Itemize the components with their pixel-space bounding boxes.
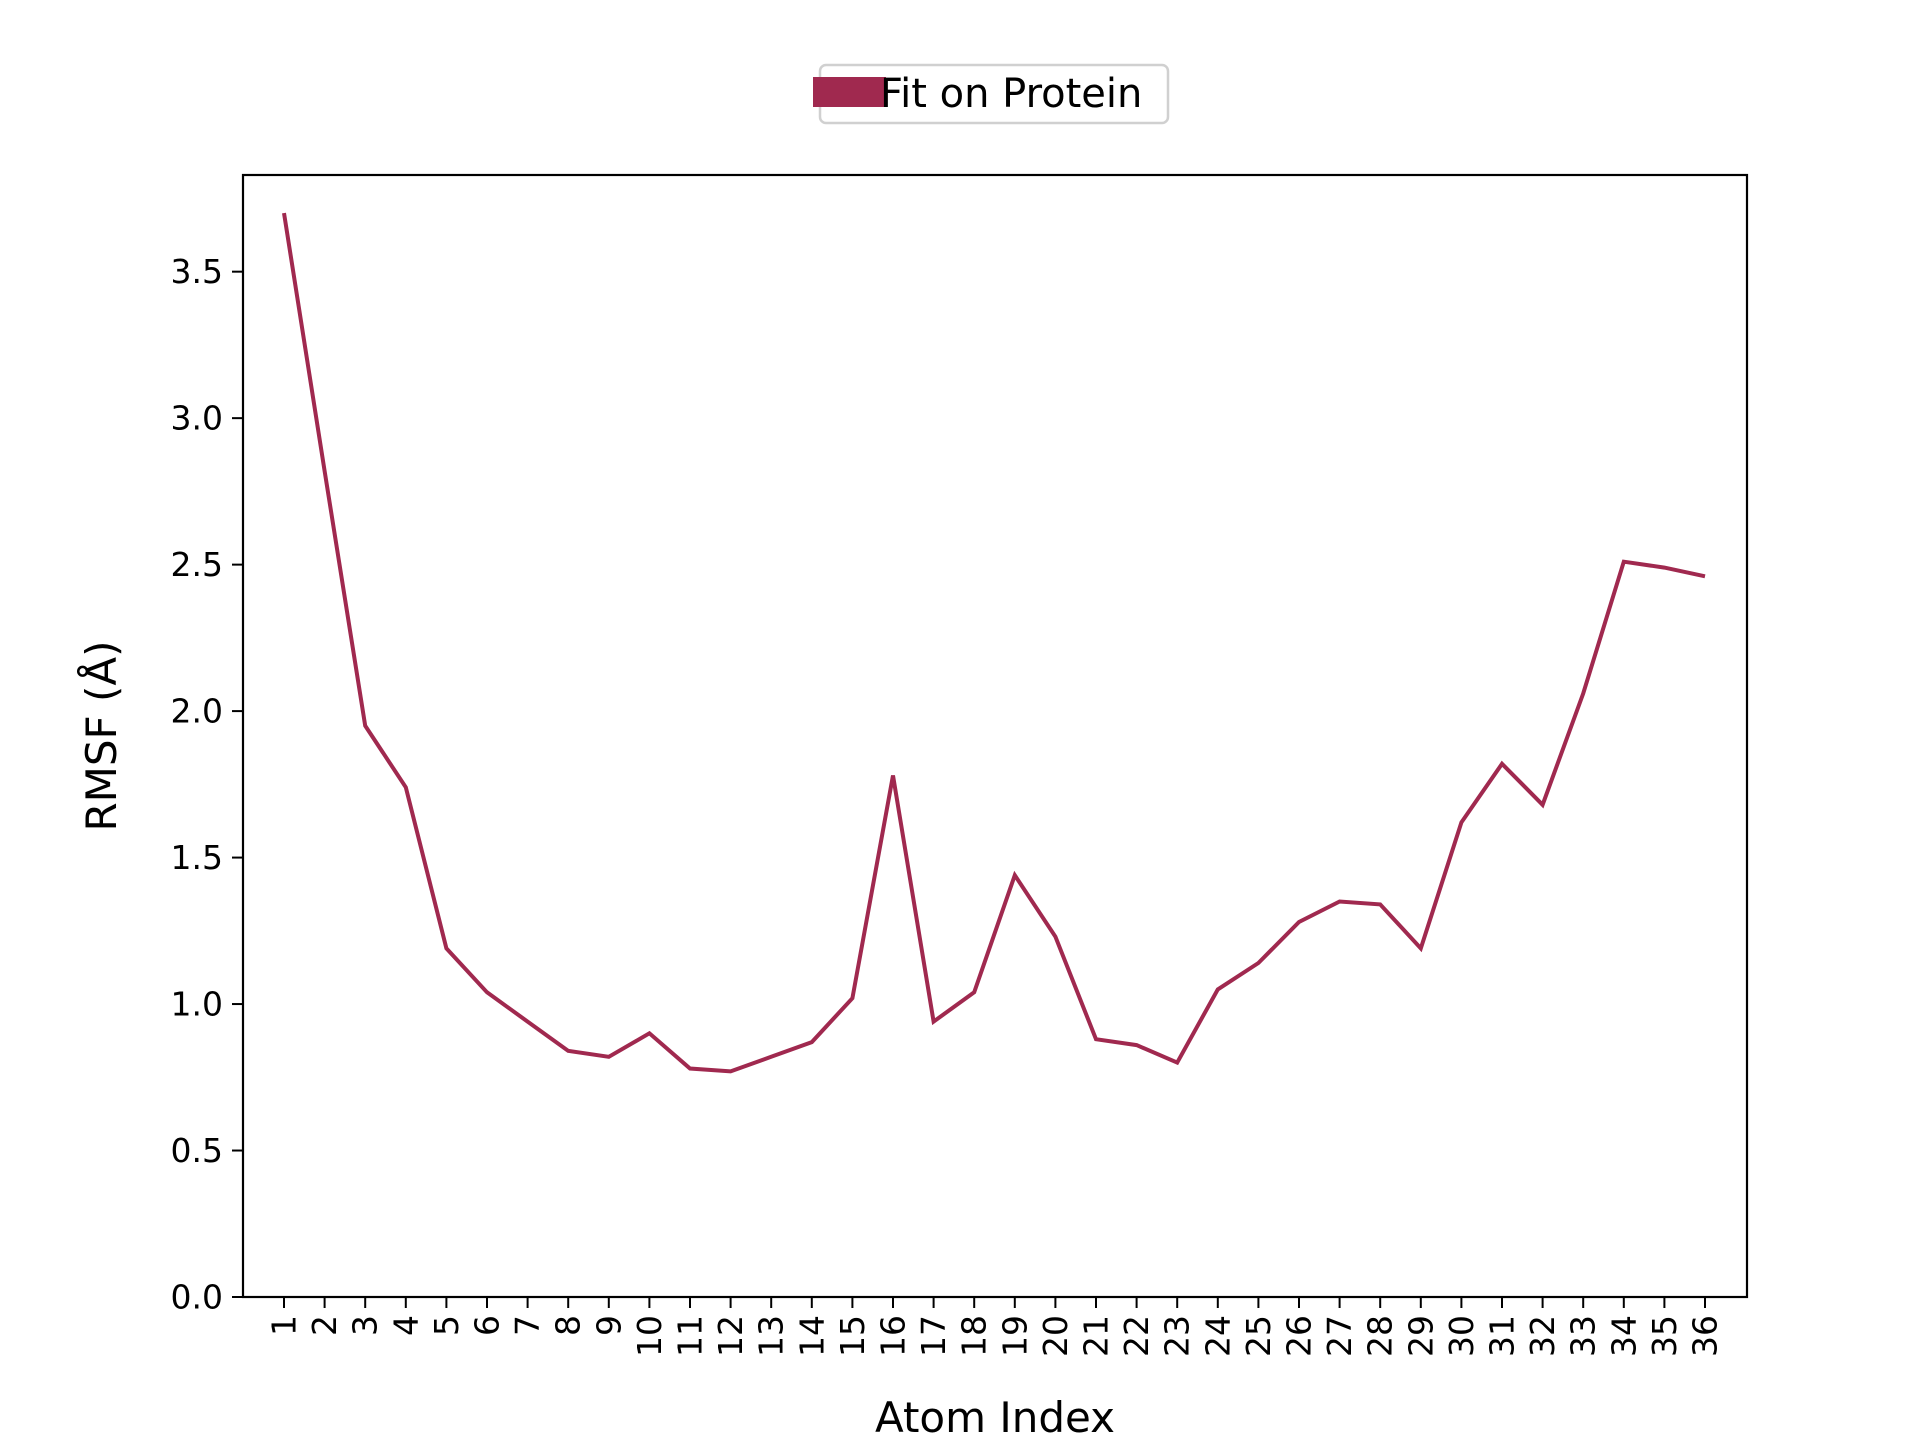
y-tick-label: 3.5 bbox=[171, 252, 223, 291]
x-tick-label: 31 bbox=[1483, 1315, 1522, 1357]
x-tick-label: 4 bbox=[386, 1315, 425, 1336]
x-tick-label: 9 bbox=[589, 1315, 628, 1336]
x-axis-label: Atom Index bbox=[875, 1393, 1115, 1440]
x-axis: 1 2 3 4 5 6 7 8 9 10 11 12 13 14 15 16 17 18 19 20 21 22 23 24 2… bbox=[265, 1297, 1725, 1357]
x-tick-label: 17 bbox=[914, 1315, 953, 1357]
x-tick-label: 35 bbox=[1645, 1315, 1684, 1357]
y-axis-label: RMSF (Å) bbox=[76, 640, 126, 831]
x-tick-label: 15 bbox=[833, 1315, 872, 1357]
plot-layer bbox=[282, 212, 1706, 1074]
y-axis: 0.0 0.5 1.0 1.5 2.0 2.5 3.0 3.5 bbox=[171, 252, 243, 1317]
plot-frame bbox=[241, 173, 1749, 1299]
y-tick-label: 0.0 bbox=[171, 1278, 223, 1317]
x-tick-label: 28 bbox=[1361, 1315, 1400, 1357]
x-tick-label: 6 bbox=[468, 1315, 507, 1336]
x-tick-label: 24 bbox=[1198, 1315, 1237, 1357]
x-tick-label: 7 bbox=[508, 1315, 547, 1336]
x-tick-label: 20 bbox=[1036, 1315, 1075, 1357]
legend-swatch bbox=[813, 77, 886, 107]
y-tick-label: 2.0 bbox=[171, 692, 223, 731]
x-tick-label: 11 bbox=[671, 1315, 710, 1357]
x-tick-label: 21 bbox=[1077, 1315, 1116, 1357]
x-tick-label: 25 bbox=[1239, 1315, 1278, 1357]
series-line-fit-on-protein bbox=[282, 212, 1706, 1074]
x-tick-label: 36 bbox=[1686, 1315, 1725, 1357]
x-tick-label: 5 bbox=[427, 1315, 466, 1336]
x-tick-label: 1 bbox=[265, 1315, 304, 1336]
x-tick-label: 8 bbox=[549, 1315, 588, 1336]
x-tick-label: 2 bbox=[305, 1315, 344, 1336]
x-tick-label: 23 bbox=[1158, 1315, 1197, 1357]
x-tick-label: 26 bbox=[1280, 1315, 1319, 1357]
x-tick-label: 3 bbox=[346, 1315, 385, 1336]
x-tick-label: 12 bbox=[711, 1315, 750, 1357]
x-tick-label: 34 bbox=[1604, 1315, 1643, 1357]
y-tick-label: 0.5 bbox=[171, 1131, 223, 1170]
y-tick-label: 3.0 bbox=[171, 399, 223, 438]
x-tick-label: 22 bbox=[1117, 1315, 1156, 1357]
x-tick-label: 13 bbox=[752, 1315, 791, 1357]
x-tick-label: 16 bbox=[874, 1315, 913, 1357]
legend-label: Fit on Protein bbox=[880, 71, 1142, 117]
x-tick-label: 33 bbox=[1564, 1315, 1603, 1357]
y-tick-label: 1.5 bbox=[171, 838, 223, 877]
x-tick-label: 14 bbox=[792, 1315, 831, 1357]
x-tick-label: 18 bbox=[955, 1315, 994, 1357]
y-tick-label: 1.0 bbox=[171, 985, 223, 1024]
x-tick-label: 32 bbox=[1523, 1315, 1562, 1357]
x-tick-label: 27 bbox=[1320, 1315, 1359, 1357]
x-tick-label: 29 bbox=[1401, 1315, 1440, 1357]
x-tick-label: 19 bbox=[995, 1315, 1034, 1357]
x-tick-label: 30 bbox=[1442, 1315, 1481, 1357]
y-tick-label: 2.5 bbox=[171, 545, 223, 584]
x-tick-label: 10 bbox=[630, 1315, 669, 1357]
legend: Fit on Protein bbox=[813, 63, 1170, 125]
